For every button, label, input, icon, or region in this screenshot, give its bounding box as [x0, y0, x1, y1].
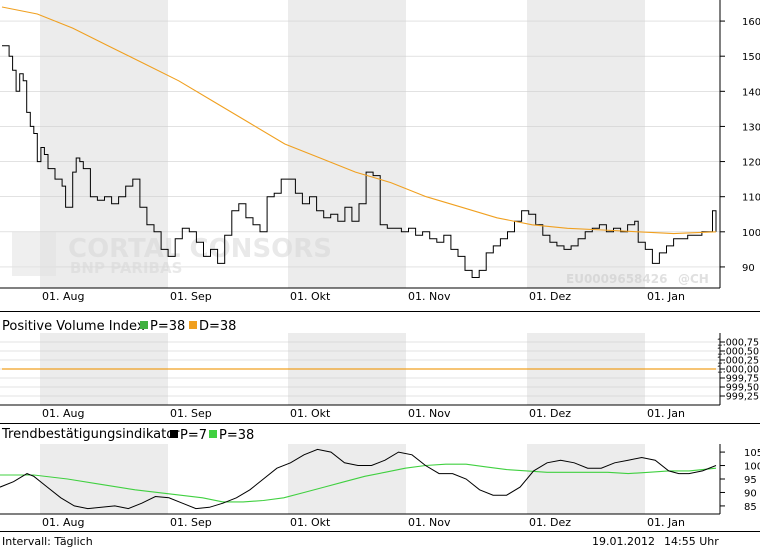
pvi-y-tick-label: 1.000,25	[717, 356, 759, 367]
trend-p38-line	[0, 463, 717, 503]
price-series-line	[2, 45, 717, 278]
x-tick-label: 01. Sep	[170, 407, 212, 420]
price-y-tick-label: 150	[742, 52, 760, 63]
x-tick-label: 01. Dez	[529, 290, 571, 303]
pvi-title: Positive Volume Index	[2, 319, 145, 334]
x-tick-label: 01. Okt	[290, 290, 331, 303]
x-tick-label: 01. Jan	[647, 516, 685, 529]
pvi-y-tick-label: 999,75	[726, 374, 759, 385]
trend-p7-line	[0, 448, 717, 510]
trend-y-tick-label: 105	[744, 448, 760, 459]
x-tick-label: 01. Jan	[647, 290, 685, 303]
month-band-0-0	[40, 0, 168, 288]
tick-labels: 01. Aug 01. Sep 01. Okt 01. Nov 01. Dez 01. J…	[42, 17, 760, 529]
watermark-sub: BNP PARIBAS	[70, 259, 182, 277]
watermark-brand: CORTAL CONSORS	[68, 234, 332, 264]
month-band-2-2	[527, 444, 645, 514]
x-tick-label: 01. Sep	[170, 516, 212, 529]
x-tick-label: 01. Okt	[290, 407, 331, 420]
trend-legend-swatch-p7	[170, 430, 178, 438]
trend-legend-swatch-p38	[209, 430, 217, 438]
month-band-2-0	[40, 444, 168, 514]
x-tick-label: 01. Aug	[42, 407, 84, 420]
logo-mark-icon	[12, 232, 56, 276]
watermark: CORTAL CONSORS BNP PARIBAS EU0009658426 …	[12, 232, 709, 286]
x-tick-label: 01. Aug	[42, 290, 84, 303]
x-tick-label: 01. Dez	[529, 516, 571, 529]
pvi-y-tick-label: 1.000,50	[717, 347, 759, 358]
x-tick-label: 01. Nov	[408, 290, 451, 303]
pvi-legend: Positive Volume Index P=38 D=38	[2, 319, 236, 334]
pvi-legend-label-d: D=38	[199, 319, 236, 334]
moving-average-line	[1, 6, 717, 235]
month-band-0-2	[527, 0, 645, 288]
month-band-2-1	[288, 444, 406, 514]
price-y-tick-label: 160	[742, 17, 760, 28]
trend-legend: Trendbestätigungsindikator P=7 P=38	[1, 427, 254, 443]
series-layer	[0, 6, 717, 510]
x-tick-label: 01. Jan	[647, 407, 685, 420]
x-tick-label: 01. Sep	[170, 290, 212, 303]
trend-title: Trendbestätigungsindikator	[1, 427, 180, 442]
price-y-tick-label: 140	[742, 87, 760, 98]
pvi-y-tick-label: 1.000,00	[717, 365, 759, 376]
pvi-y-tick-label: 1.000,75	[717, 338, 759, 349]
pvi-y-tick-label: 999,50	[726, 383, 759, 394]
x-tick-label: 01. Aug	[42, 516, 84, 529]
watermark-isin: EU0009658426	[566, 272, 667, 286]
footer-date: 19.01.2012	[592, 535, 655, 548]
trend-y-tick-label: 95	[744, 475, 757, 486]
x-tick-label: 01. Nov	[408, 407, 451, 420]
price-y-tick-label: 100	[742, 228, 760, 239]
x-tick-label: 01. Nov	[408, 516, 451, 529]
trend-legend-label-p38: P=38	[219, 428, 254, 443]
trend-legend-label-p7: P=7	[180, 428, 207, 443]
pvi-legend-label-p: P=38	[150, 319, 185, 334]
x-tick-label: 01. Okt	[290, 516, 331, 529]
pvi-legend-swatch-d	[189, 321, 197, 329]
pvi-y-tick-label: 999,25	[726, 392, 759, 403]
price-y-tick-label: 130	[742, 122, 760, 133]
footer-interval: Intervall: Täglich	[2, 535, 93, 548]
price-y-tick-label: 90	[742, 263, 755, 274]
x-tick-label: 01. Dez	[529, 407, 571, 420]
trend-y-tick-label: 100	[744, 462, 760, 473]
price-y-tick-label: 110	[742, 193, 760, 204]
pvi-legend-swatch-p	[140, 321, 148, 329]
trend-y-tick-label: 85	[744, 502, 757, 513]
watermark-copyright: @CH	[678, 272, 709, 286]
month-band-0-1	[288, 0, 406, 288]
price-y-tick-label: 120	[742, 158, 760, 169]
trend-y-tick-label: 90	[744, 488, 757, 499]
footer-time: 14:55 Uhr	[664, 535, 719, 548]
